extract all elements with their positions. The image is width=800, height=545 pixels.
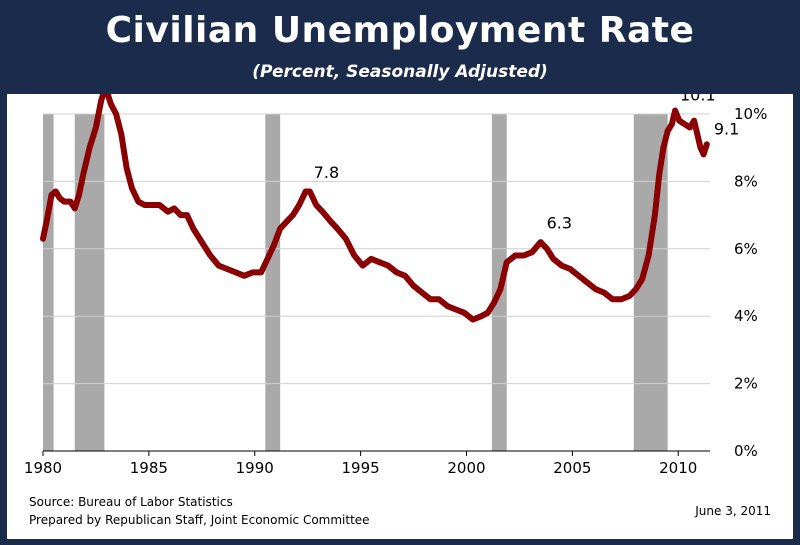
date-note: June 3, 2011 [695,504,771,518]
x-tick-label-2010: 2010 [659,459,697,477]
chart-panel: 0% 2% 4% 6% 8% 10% 1980 1985 1990 1995 2000 2005 201… [7,94,793,539]
recession-bar-2 [265,114,281,451]
y-tick-label-6: 6% [734,240,758,258]
x-tick-label-2000: 2000 [447,459,485,477]
chart-subtitle: (Percent, Seasonally Adjusted) [252,62,548,82]
data-label-1: 7.8 [314,163,339,182]
line-chart: 0% 2% 4% 6% 8% 10% 1980 1985 1990 1995 2000 2005 201… [24,94,767,477]
data-label-2: 6.3 [547,214,572,233]
source-note: Source: Bureau of Labor Statistics [29,495,233,509]
y-tick-label-4: 4% [734,307,758,325]
y-tick-label-2: 2% [734,375,758,393]
y-tick-label-0: 0% [734,442,758,460]
prepared-by-note: Prepared by Republican Staff, Joint Econ… [29,513,370,527]
chart-header: Civilian Unemployment Rate (Percent, Sea… [0,0,800,92]
x-tick-label-2005: 2005 [553,459,591,477]
x-tick-label-1990: 1990 [236,459,274,477]
chart-title: Civilian Unemployment Rate [105,10,695,51]
x-tick-label-1980: 1980 [24,459,62,477]
data-label-4: 9.1 [714,119,739,138]
series-line-0 [40,94,710,323]
x-tick-label-1995: 1995 [342,459,380,477]
data-label-3: 10.1 [680,94,716,105]
x-tick-label-1985: 1985 [130,459,168,477]
y-tick-label-8: 8% [734,172,758,190]
recession-bar-0 [43,114,54,451]
recession-bar-1 [74,114,105,451]
y-tick-label-10: 10% [734,105,767,123]
